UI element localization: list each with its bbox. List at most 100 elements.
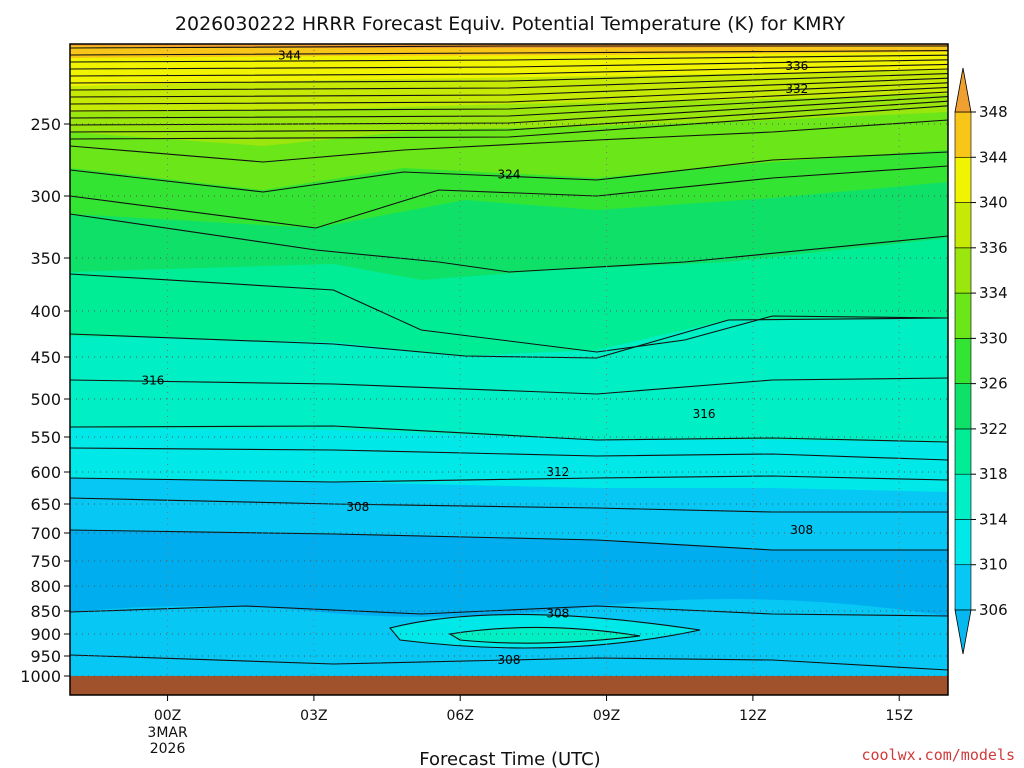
contour-line <box>389 613 701 649</box>
y-tick-label: 350 <box>30 249 61 268</box>
contour-line <box>69 475 949 483</box>
contour-label: 308 <box>546 606 569 620</box>
contour-label: 316 <box>141 374 164 388</box>
colorbar-segment <box>954 519 972 566</box>
contour-label: 308 <box>346 500 369 514</box>
x-tick-date: 3MAR <box>147 725 188 741</box>
plot-area: 344 336 332 324 316 316 312 308 308 308 308 <box>69 43 949 696</box>
colorbar-segment <box>954 383 972 430</box>
contour-line <box>69 45 948 49</box>
y-tick-label: 250 <box>30 115 61 134</box>
contour-label: 332 <box>785 82 808 96</box>
contour-line <box>69 82 949 105</box>
colorbar-label: 344 <box>979 148 1008 166</box>
contour-line <box>69 529 948 551</box>
colorbar-label: 318 <box>979 465 1008 483</box>
y-tick-label: 950 <box>30 647 61 666</box>
y-tick-label: 850 <box>30 602 61 621</box>
contour-line <box>69 73 949 91</box>
colorbar: 306 310 314 318 322 326 330 334 336 340 344 348 <box>954 67 1008 655</box>
colorbar-segment <box>954 156 972 203</box>
contour-label: 312 <box>546 465 569 479</box>
contour-line <box>69 59 949 70</box>
credit-text: coolwx.com/models <box>861 746 1015 764</box>
y-tick-label: 800 <box>30 577 61 596</box>
x-tick-label: 06Z <box>447 708 474 724</box>
contour-line <box>69 213 949 273</box>
x-tick-label: 00Z <box>154 708 181 724</box>
colorbar-segment <box>954 564 972 611</box>
y-tick-label: 750 <box>30 552 61 571</box>
colorbar-label: 314 <box>979 510 1008 528</box>
colorbar-segment <box>954 247 972 294</box>
contour-label: 336 <box>785 59 808 73</box>
contour-label: 324 <box>498 167 521 181</box>
y-tick-label: 700 <box>30 524 61 543</box>
contour-line <box>69 654 949 671</box>
x-tick-label: 09Z <box>593 708 620 724</box>
colorbar-label: 336 <box>979 239 1008 257</box>
contour-labels: 344 336 332 324 316 316 312 308 308 308 308 <box>141 49 813 667</box>
contour-line <box>69 165 949 229</box>
colorbar-segment <box>954 111 972 158</box>
colorbar-segment <box>954 338 972 384</box>
colorbar-max-arrow <box>954 67 972 113</box>
contour-line <box>69 273 949 353</box>
contour-line <box>69 497 948 513</box>
y-tick-label: 900 <box>30 625 61 644</box>
contour-line <box>69 63 949 77</box>
y-tick-label: 1000 <box>20 667 61 686</box>
contour-line <box>69 91 949 119</box>
colorbar-label: 306 <box>979 601 1008 619</box>
contour-line <box>69 317 949 359</box>
contour-label: 344 <box>278 49 301 63</box>
plot-frame <box>69 43 949 696</box>
contour-line <box>69 425 949 443</box>
colorbar-segment <box>954 428 972 475</box>
contour-line <box>69 50 949 56</box>
terrain-strip <box>70 676 948 695</box>
colorbar-label: 334 <box>979 284 1008 302</box>
contour-line <box>69 86 949 112</box>
contour-line <box>69 151 949 193</box>
y-tick-label: 500 <box>30 390 61 409</box>
y-tick-label: 450 <box>30 348 61 367</box>
y-tick-label: 300 <box>30 187 61 206</box>
x-tick-label: 03Z <box>300 708 327 724</box>
x-axis-label: Forecast Time (UTC) <box>419 749 600 768</box>
contour-label: 316 <box>693 407 716 421</box>
contour-line <box>69 54 949 63</box>
x-tick-label: 12Z <box>739 708 766 724</box>
contour-line <box>69 77 949 98</box>
contour-bands <box>70 44 948 695</box>
band-fill <box>450 627 640 644</box>
colorbar-min-arrow <box>954 609 972 655</box>
colorbar-segment <box>954 473 972 520</box>
y-tick-label: 550 <box>30 428 61 447</box>
y-tick-label: 400 <box>30 302 61 321</box>
contour-label: 308 <box>790 523 813 537</box>
colorbar-label: 322 <box>979 420 1008 438</box>
y-axis: 250 300 350 400 450 500 550 600 650 700 750 800 850 9… <box>20 115 70 686</box>
y-tick-label: 600 <box>30 463 61 482</box>
contour-line <box>69 105 949 140</box>
contour-line <box>69 68 949 84</box>
x-tick-label: 15Z <box>886 708 913 724</box>
x-tick-year: 2026 <box>150 741 186 757</box>
colorbar-segment <box>954 202 972 249</box>
contour-line <box>69 447 949 461</box>
contour-line <box>448 626 641 644</box>
colorbar-label: 310 <box>979 556 1008 574</box>
colorbar-label: 326 <box>979 375 1008 393</box>
contour-line <box>69 605 949 617</box>
contour-label: 308 <box>498 653 521 667</box>
contour-line <box>69 100 949 133</box>
contour-lines <box>69 45 949 671</box>
contour-line <box>69 96 949 126</box>
contour-line <box>69 119 949 163</box>
y-tick-label: 650 <box>30 495 61 514</box>
colorbar-label: 348 <box>979 103 1008 121</box>
chart-title: 2026030222 HRRR Forecast Equiv. Potentia… <box>175 13 846 35</box>
